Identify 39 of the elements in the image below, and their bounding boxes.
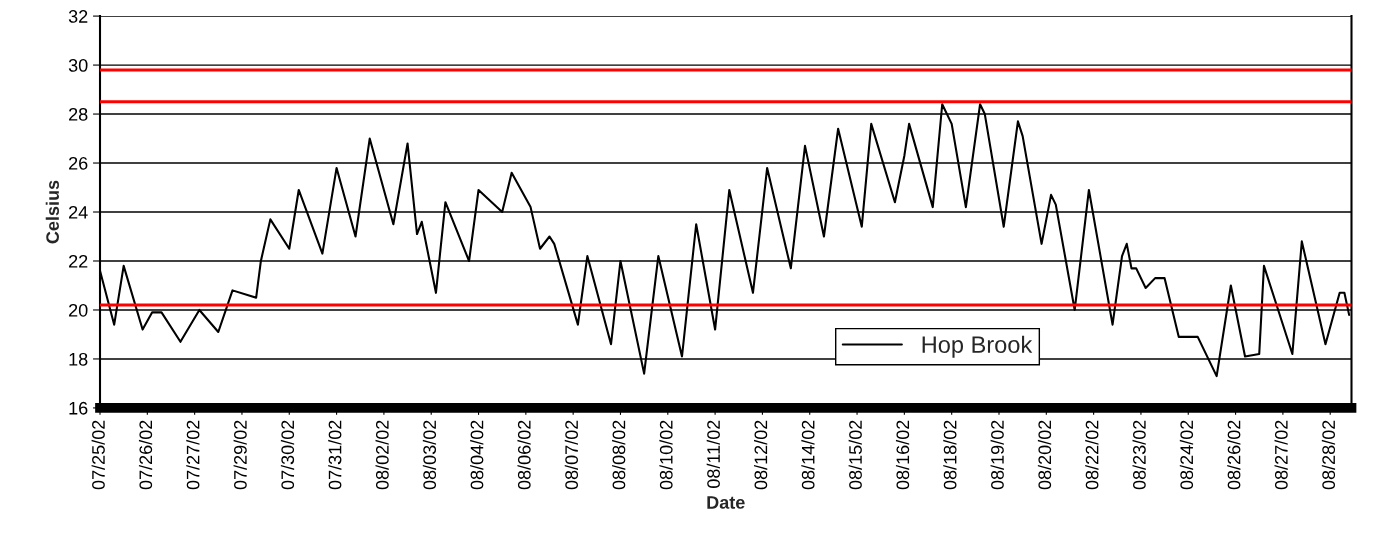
x-tick-label: 08/26/02: [1227, 420, 1241, 490]
y-tick-label: 18: [69, 352, 88, 366]
x-tick-label: 08/03/02: [422, 420, 437, 490]
x-tick-label: 07/25/02: [91, 420, 105, 490]
y-tick-label: 28: [69, 107, 88, 121]
x-tick-label: 07/31/02: [328, 420, 342, 490]
y-tick-label: 26: [69, 156, 88, 170]
x-tick-label: 08/23/02: [1132, 420, 1146, 490]
x-tick-label: 08/15/02: [848, 420, 862, 490]
y-tick-label: 20: [69, 303, 88, 317]
x-tick-label: 07/29/02: [233, 420, 247, 490]
legend-label: Hop Brook: [922, 335, 1033, 358]
y-tick-label: 30: [68, 59, 88, 72]
x-tick-label: 07/30/02: [280, 420, 295, 490]
x-tick-label: 08/12/02: [754, 420, 768, 490]
x-tick-label: 08/19/02: [990, 420, 1004, 490]
x-tick-label: 08/18/02: [943, 420, 957, 490]
x-tick-label: 08/02/02: [375, 420, 389, 490]
x-tick-label: 08/04/02: [470, 420, 484, 490]
x-tick-label: 08/08/02: [612, 420, 626, 490]
y-tick-label: 22: [69, 254, 88, 268]
y-axis-title: Celsius: [45, 180, 59, 244]
x-tick-label: 07/26/02: [138, 420, 153, 490]
y-tick-label: 16: [69, 401, 88, 415]
x-tick-label: 08/11/02: [706, 420, 720, 488]
x-tick-label: 08/24/02: [1179, 420, 1194, 490]
x-tick-label: 08/14/02: [801, 420, 815, 490]
x-tick-label: 08/16/02: [895, 420, 910, 490]
x-tick-label: 08/28/02: [1321, 420, 1336, 490]
y-tick-label: 24: [69, 205, 88, 219]
x-tick-label: 08/22/02: [1085, 420, 1099, 490]
x-tick-label: 08/06/02: [517, 420, 531, 490]
x-tick-label: 08/10/02: [659, 420, 673, 490]
x-tick-label: 08/27/02: [1274, 420, 1288, 490]
x-tick-label: 08/07/02: [564, 420, 579, 490]
x-axis-title: Date: [707, 496, 745, 509]
x-tick-label: 07/27/02: [186, 420, 200, 490]
y-tick-label: 32: [68, 10, 88, 23]
x-tick-label: 08/20/02: [1037, 420, 1052, 490]
